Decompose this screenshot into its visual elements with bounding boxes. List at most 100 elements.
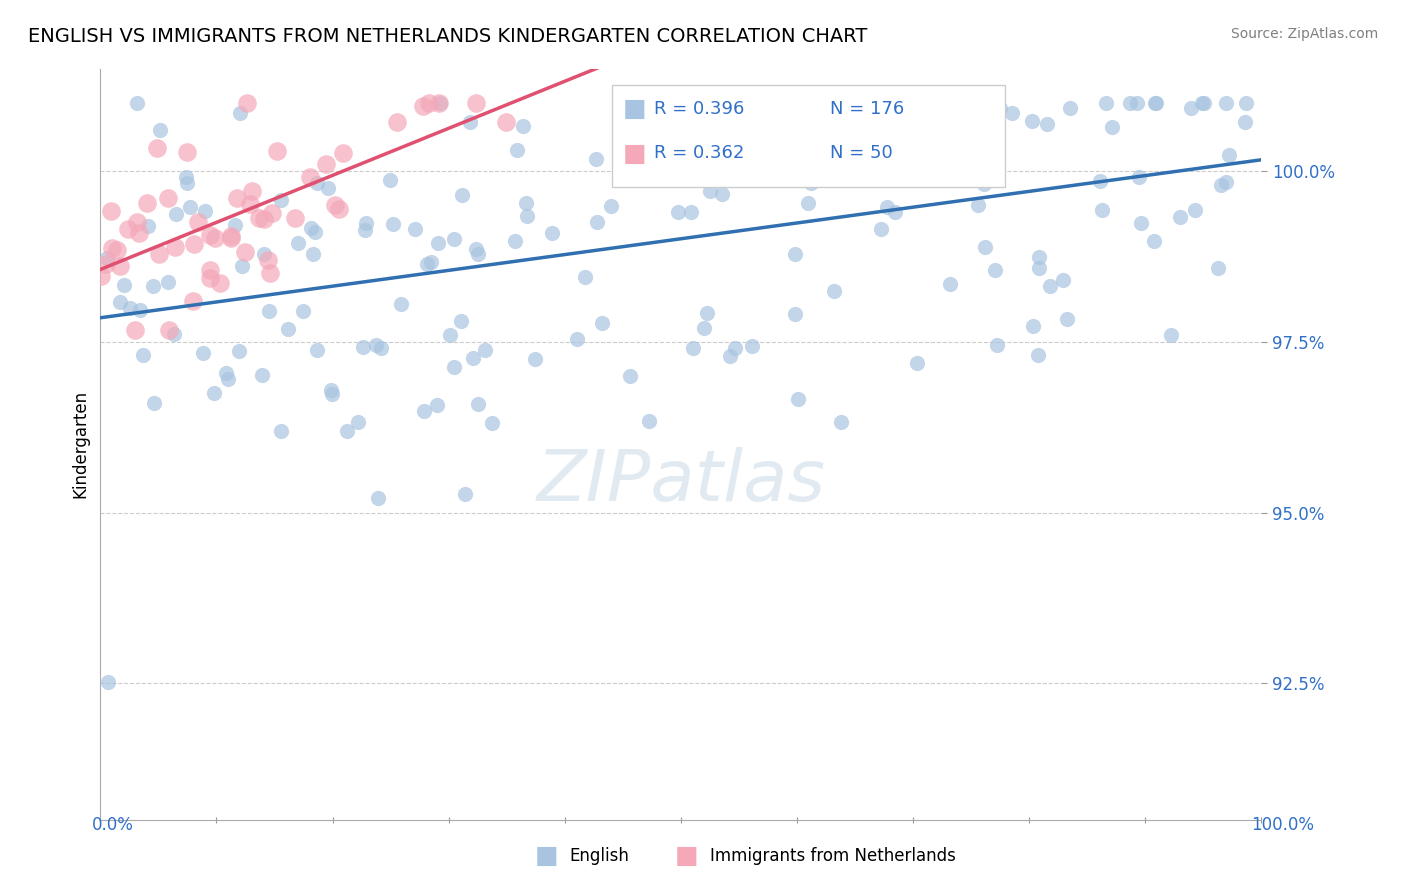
Point xyxy=(287,235,309,250)
Point xyxy=(1129,216,1152,230)
Point xyxy=(778,95,800,110)
Point xyxy=(515,196,537,211)
Point xyxy=(591,316,613,330)
Text: R = 0.396: R = 0.396 xyxy=(654,100,744,118)
Point xyxy=(666,205,689,219)
Point xyxy=(108,260,131,274)
Point xyxy=(1211,178,1233,192)
Point xyxy=(883,205,905,219)
Point xyxy=(157,323,180,337)
Point xyxy=(1143,235,1166,249)
Point xyxy=(136,219,159,234)
Point xyxy=(420,255,443,269)
Text: ■: ■ xyxy=(534,845,558,868)
Point xyxy=(270,424,292,438)
Point xyxy=(973,177,995,191)
Point xyxy=(429,95,451,110)
Point xyxy=(664,135,686,149)
Point xyxy=(574,269,596,284)
Point xyxy=(176,169,198,184)
Point xyxy=(221,228,243,243)
Point xyxy=(775,144,797,158)
Point xyxy=(262,206,284,220)
Point xyxy=(443,360,465,375)
Point xyxy=(917,95,939,110)
Point xyxy=(1026,348,1049,362)
Point xyxy=(1091,202,1114,217)
Point xyxy=(858,95,880,110)
Point xyxy=(679,205,702,219)
Point xyxy=(1234,95,1257,110)
Text: N = 50: N = 50 xyxy=(830,145,893,162)
Point xyxy=(824,95,846,110)
Point xyxy=(381,217,404,231)
Point xyxy=(156,275,179,289)
Point xyxy=(495,115,517,129)
Point xyxy=(315,157,337,171)
Point xyxy=(1143,95,1166,110)
Point xyxy=(427,95,450,110)
Point xyxy=(876,200,898,214)
Point xyxy=(1021,113,1043,128)
Point xyxy=(984,263,1007,277)
Point xyxy=(619,369,641,384)
Point xyxy=(412,404,434,418)
Point xyxy=(443,232,465,246)
Point xyxy=(1036,117,1059,131)
Point xyxy=(252,368,274,382)
Point xyxy=(451,188,474,202)
Point xyxy=(323,197,346,211)
Point xyxy=(450,313,472,327)
Point xyxy=(1128,169,1150,184)
Point xyxy=(600,199,623,213)
Point xyxy=(794,101,817,115)
Text: ■: ■ xyxy=(623,142,647,165)
Point xyxy=(256,253,278,268)
Point xyxy=(426,398,449,412)
Text: 100.0%: 100.0% xyxy=(1251,816,1315,834)
Point xyxy=(125,95,148,110)
Point xyxy=(112,277,135,292)
Point xyxy=(1160,328,1182,343)
Point xyxy=(385,114,408,128)
Point xyxy=(336,425,359,439)
Point xyxy=(328,202,350,216)
Point xyxy=(783,307,806,321)
Point xyxy=(481,416,503,430)
Point xyxy=(219,231,242,245)
Point xyxy=(1028,250,1050,264)
Point xyxy=(412,99,434,113)
Point xyxy=(662,152,685,166)
Point xyxy=(797,196,820,211)
Point xyxy=(1191,95,1213,110)
Point xyxy=(800,176,823,190)
Point xyxy=(720,350,742,364)
Point xyxy=(1125,95,1147,110)
Point xyxy=(228,343,250,358)
Text: ■: ■ xyxy=(623,97,647,120)
Point xyxy=(194,203,217,218)
Point xyxy=(1233,115,1256,129)
Point xyxy=(352,340,374,354)
Point xyxy=(658,162,681,177)
Point xyxy=(415,257,437,271)
Point xyxy=(741,339,763,353)
Point xyxy=(231,259,253,273)
Point xyxy=(129,303,152,318)
Point xyxy=(176,145,198,160)
Point xyxy=(148,247,170,261)
Point xyxy=(404,222,426,236)
Point xyxy=(291,304,314,318)
Point xyxy=(454,487,477,501)
Point xyxy=(467,397,489,411)
Point xyxy=(973,239,995,253)
Point xyxy=(516,209,538,223)
Text: Immigrants from Netherlands: Immigrants from Netherlands xyxy=(710,847,956,865)
Point xyxy=(240,184,263,198)
Point xyxy=(367,491,389,505)
Point xyxy=(1095,95,1118,110)
Point xyxy=(253,212,276,227)
Point xyxy=(270,193,292,207)
Point xyxy=(1180,101,1202,115)
Point xyxy=(637,414,659,428)
